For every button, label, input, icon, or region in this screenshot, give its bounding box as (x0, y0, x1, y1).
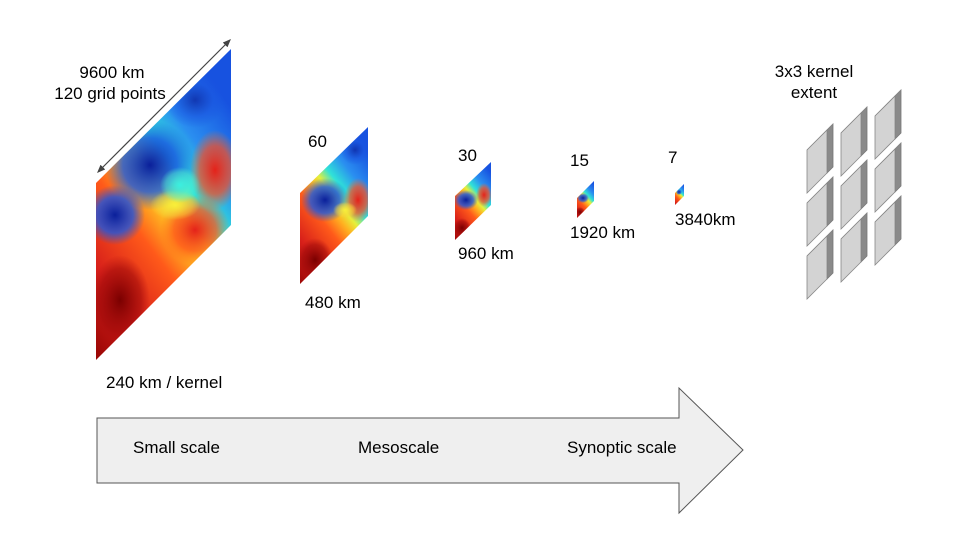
kernel-tile (874, 195, 902, 266)
field-panel-30 (455, 162, 491, 240)
panel-1-kernel-label: 240 km / kernel (106, 373, 223, 392)
kernel-tile (840, 159, 868, 230)
kernel-label: 3x3 kernel (774, 62, 854, 81)
kernel-tile (874, 142, 902, 213)
kernel-tile (806, 229, 834, 300)
field-panel-7 (675, 184, 684, 205)
panel-4-grid-label: 15 (570, 151, 589, 170)
kernel-tile (806, 176, 834, 247)
kernel-label-extent: extent (790, 83, 838, 102)
panel-5-grid-label: 7 (668, 148, 678, 167)
kernel-tile (806, 123, 834, 194)
panel-4-kernel-label: 1920 km (570, 223, 636, 242)
panel-2-grid-label: 60 (308, 132, 327, 151)
mesoscale-label: Mesoscale (358, 438, 440, 457)
field-panel-60 (300, 127, 368, 284)
kernel-tile (874, 89, 902, 160)
panel-3-grid-label: 30 (458, 146, 477, 165)
extent-dimension-arrow (97, 39, 231, 173)
kernel-3x3-icon (806, 89, 902, 300)
panel-2-kernel-label: 480 km (305, 293, 361, 312)
panel-1-grid-label: 120 grid points (54, 84, 166, 103)
kernel-tile (840, 212, 868, 283)
panel-3-kernel-label: 960 km (458, 244, 514, 263)
synoptic-scale-label: Synoptic scale (567, 438, 677, 457)
panel-5-kernel-label: 3840km (675, 210, 736, 229)
small-scale-label: Small scale (133, 438, 220, 457)
field-panel-15 (577, 181, 594, 218)
panel-1-size-label: 9600 km (79, 63, 145, 82)
kernel-tile (840, 106, 868, 177)
scale-arrow (96, 386, 744, 515)
